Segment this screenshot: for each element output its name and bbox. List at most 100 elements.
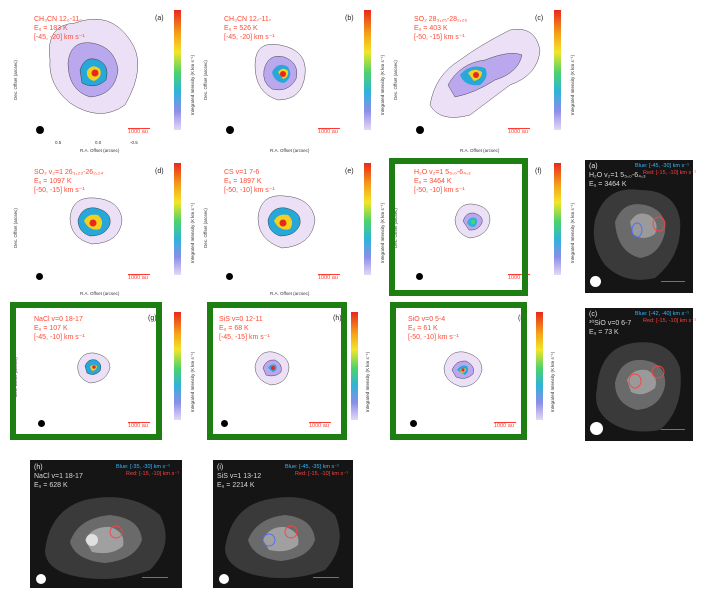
label-a-2: Eᵤ = 183 K (34, 25, 68, 32)
legend-blue-side-2: Blue: [-42, -40] km s⁻¹ (635, 311, 689, 317)
panel-d: (d) SO₂ v₂=1 26₃,₂₃-26₂,₂₄ Eᵤ = 1097 K [… (10, 158, 195, 298)
label-i-2: Eᵤ = 61 K (408, 325, 438, 332)
label-f-1: H₂O v₂=1 5₅,₀-6₄,₃ (414, 169, 471, 176)
map-j (30, 460, 182, 588)
xlabel-c: R.A. Offset (arcsec) (460, 148, 500, 153)
legend-blue-k: Blue: [-45, -35] km s⁻¹ (285, 464, 339, 470)
scalebar-h (309, 422, 331, 423)
panel-letter-f: (f) (535, 168, 542, 175)
beam-j (36, 574, 46, 584)
beam-k (219, 574, 229, 584)
scalebar-side-1 (661, 281, 685, 282)
label-h-2: Eᵤ = 68 K (219, 325, 249, 332)
legend-red-j: Red: [-15, -10] km s⁻¹ (126, 471, 180, 477)
map-side-1 (585, 160, 693, 293)
panel-side-1: (a) Blue: [-45, -30] km s⁻¹ Red: [-15, -… (585, 160, 697, 293)
colorbar-b (364, 10, 371, 130)
panel-i: (i) SiO v=0 5-4 Eᵤ = 61 K [-50, -10] km … (390, 302, 570, 442)
label-k-2: Eᵤ = 2214 K (217, 482, 255, 489)
ylabel-a: Dec. Offset (arcsec) (13, 60, 18, 100)
map-b (220, 5, 362, 138)
label-b-1: CH₃CN 12₇-11₇ (224, 16, 272, 23)
label-g-3: [-45, -10] km s⁻¹ (34, 334, 85, 341)
legend-red-side-1: Red: [-15, -10] km s⁻¹ (643, 170, 697, 176)
cbar-label-e: Integrated Intensity (K km s⁻¹) (380, 202, 385, 263)
beam-g (38, 420, 45, 427)
panel-k: (i) Blue: [-45, -35] km s⁻¹ Red: [-15, -… (213, 460, 353, 588)
label-d-1: SO₂ v₂=1 26₃,₂₃-26₂,₂₄ (34, 169, 104, 176)
ylabel-f: Dec. Offset (arcsec) (393, 208, 398, 248)
colorbar-c (554, 10, 561, 130)
panel-f: (f) H₂O v₂=1 5₅,₀-6₄,₃ Eᵤ = 3464 K [-50,… (390, 158, 575, 298)
panel-letter-j: (h) (34, 464, 43, 471)
beam-c (416, 126, 424, 134)
label-side-1-2: Eᵤ = 3464 K (589, 181, 627, 188)
scalebar-a (128, 128, 150, 129)
colorbar-d (174, 163, 181, 275)
xlabel-f: R.A. Offset (arcsec) (460, 291, 500, 296)
label-f-3: [-50, -10] km s⁻¹ (414, 187, 465, 194)
label-h-3: [-45, -15] km s⁻¹ (219, 334, 270, 341)
beam-f (416, 273, 423, 280)
emission-side-1 (593, 189, 681, 280)
cbar-label-d: Integrated Intensity (K km s⁻¹) (190, 202, 195, 263)
map-f (410, 158, 552, 283)
xlabel-b: R.A. Offset (arcsec) (270, 148, 310, 153)
scale-i: 1000 au (494, 423, 514, 429)
colorbar-a (174, 10, 181, 130)
label-e-1: CS v=1 7-6 (224, 169, 260, 176)
legend-red-side-2: Red: [-15, -10] km s⁻¹ (643, 318, 697, 324)
scalebar-c (508, 128, 530, 129)
cbar-label-b: Integrated Intensity (K km s⁻¹) (380, 54, 385, 115)
panel-letter-side-2: (c) (589, 311, 598, 318)
panel-g: (g) NaCl v=0 18-17 Eᵤ = 107 K [-45, -10]… (10, 302, 195, 442)
label-e-3: [-50, -10] km s⁻¹ (224, 187, 275, 194)
scalebar-e (318, 274, 340, 275)
xlabel-e: R.A. Offset (arcsec) (270, 291, 310, 296)
label-c-3: [-50, -15] km s⁻¹ (414, 34, 465, 41)
label-side-2-2: Eᵤ = 73 K (589, 329, 619, 336)
emission-side-2 (596, 342, 681, 432)
panel-a: (a) CH₃CN 12₀-11₀ Eᵤ = 183 K [-45, -20] … (10, 5, 195, 155)
xlabel-d: R.A. Offset (arcsec) (80, 291, 120, 296)
panel-e: (e) CS v=1 7-6 Eᵤ = 1897 K [-50, -10] km… (200, 158, 385, 298)
beam-b (226, 126, 234, 134)
emission-f (454, 203, 491, 239)
colorbar-e (364, 163, 371, 275)
label-b-3: [-45, -20] km s⁻¹ (224, 34, 275, 41)
xlabel-a: R.A. Offset (arcsec) (80, 148, 120, 153)
label-a-1: CH₃CN 12₀-11₀ (34, 16, 83, 23)
emission-k (225, 497, 340, 579)
beam-h (221, 420, 228, 427)
label-d-3: [-50, -15] km s⁻¹ (34, 187, 85, 194)
colorbar-f (554, 163, 561, 275)
beam-a (36, 126, 44, 134)
panel-c: (c) SO₂ 28₃,₂₅-28₂,₂₆ Eᵤ = 403 K [-50, -… (390, 5, 575, 155)
cbar-label-f: Integrated Intensity (K km s⁻¹) (570, 202, 575, 263)
colorbar-h (351, 312, 358, 420)
label-k-1: SiS v=1 13-12 (217, 473, 262, 480)
beam-d (36, 273, 43, 280)
emission-b (254, 44, 306, 101)
cbar-label-a: Integrated Intensity (K km s⁻¹) (190, 54, 195, 115)
panel-letter-a: (a) (155, 15, 164, 22)
scale-f: 1000 au (508, 275, 528, 281)
cbar-label-g: Integrated Intensity (K km s⁻¹) (190, 351, 195, 412)
panel-letter-c: (c) (535, 15, 544, 22)
map-a (30, 5, 172, 138)
label-e-2: Eᵤ = 1897 K (224, 178, 262, 185)
label-d-2: Eᵤ = 1097 K (34, 178, 72, 185)
beam-i (410, 420, 417, 427)
scalebar-i (494, 422, 516, 423)
label-c-1: SO₂ 28₃,₂₅-28₂,₂₆ (414, 16, 468, 23)
map-d (30, 158, 172, 283)
ylabel-b: Dec. Offset (arcsec) (203, 60, 208, 100)
panel-letter-d: (d) (155, 168, 164, 175)
panel-letter-e: (e) (345, 168, 354, 175)
cbar-label-c: Integrated Intensity (K km s⁻¹) (570, 54, 575, 115)
emission-h (254, 351, 290, 386)
ylabel-g: Dec. Offset (arcsec) (13, 357, 18, 397)
panel-letter-k: (i) (217, 464, 224, 471)
label-i-3: [-50, -10] km s⁻¹ (408, 334, 459, 341)
emission-e (257, 195, 316, 249)
